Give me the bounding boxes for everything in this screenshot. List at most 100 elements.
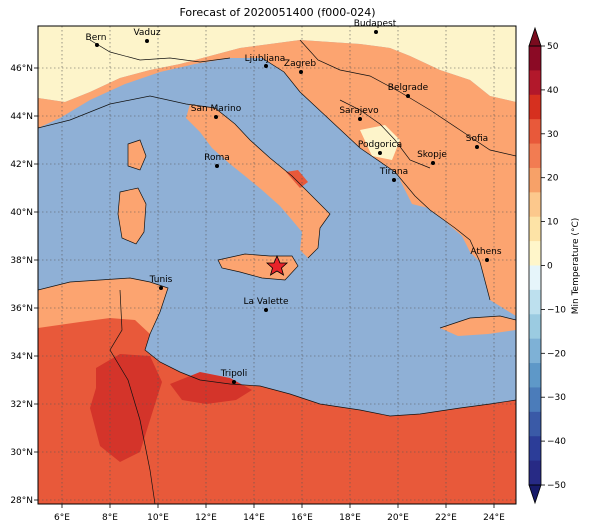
star-marker-icon (265, 254, 289, 276)
city-dot (299, 70, 303, 74)
colorbar-ticks: 50 40 30 20 10 0 −10 −20 −30 −40 −50 (541, 42, 566, 491)
city-label: Belgrade (388, 83, 429, 93)
y-tick-label: 40°N (10, 208, 33, 218)
y-tick-label: 32°N (10, 400, 33, 410)
city-label: Tripoli (220, 369, 248, 379)
x-tick-label: 6°E (54, 513, 70, 523)
city-dot (378, 151, 382, 155)
colorbar-band (529, 363, 541, 388)
colorbar-band (529, 192, 541, 218)
city-dot (485, 258, 489, 262)
x-tick-label: 10°E (147, 513, 169, 523)
colorbar-band (529, 314, 541, 340)
x-tick-label: 14°E (243, 513, 265, 523)
coastlines-borders (38, 39, 516, 504)
city-label: Athens (470, 247, 501, 257)
colorbar-tick-label: 30 (547, 130, 559, 140)
colorbar-tick-label: 40 (547, 86, 559, 96)
x-tick-label: 24°E (483, 513, 505, 523)
city-label: Zagreb (284, 59, 316, 69)
colorbar-band (529, 338, 541, 364)
city-dot (214, 115, 218, 119)
city-label: La Valette (244, 297, 289, 307)
y-tick-label: 44°N (10, 112, 33, 122)
city-dot (374, 30, 378, 34)
city-dot (475, 145, 479, 149)
colorbar-tick-label: −50 (547, 481, 566, 491)
colorbar-band (529, 46, 541, 71)
x-tick-label: 12°E (195, 513, 217, 523)
crete-land (440, 316, 516, 336)
x-tick-label: 16°E (291, 513, 313, 523)
city-label: San Marino (191, 104, 242, 114)
x-tick-label: 8°E (102, 513, 118, 523)
colorbar-band (529, 216, 541, 242)
colorbar-band (529, 265, 541, 291)
colorbar-tick-label: −40 (547, 437, 566, 447)
city-dot (159, 286, 163, 290)
colorbar-band (529, 167, 541, 193)
city-label: Sarajevo (339, 106, 379, 116)
city-label: Podgorica (358, 140, 402, 150)
tunisia-hotter-pocket (90, 354, 162, 462)
italy-warm-coast (286, 170, 308, 188)
map-frame (37, 25, 517, 505)
north-africa-hot (38, 318, 516, 504)
colorbar-tick-label: −20 (547, 349, 566, 359)
city-dot (392, 178, 396, 182)
city-markers (95, 30, 489, 384)
city-label: Budapest (354, 19, 397, 29)
colorbar-tick-label: −30 (547, 393, 566, 403)
colorbar-tick-label: −10 (547, 305, 566, 315)
colorbar-band (529, 94, 541, 120)
north-cool-zone (38, 26, 516, 102)
colorbar-band (529, 70, 541, 96)
sardinia-land (118, 188, 146, 244)
colorbar-band (529, 289, 541, 315)
colorbar-band (529, 436, 541, 462)
y-tick-label: 34°N (10, 352, 33, 362)
y-tick-label: 30°N (10, 448, 33, 458)
city-dot (406, 94, 410, 98)
colorbar-bottom-extension (528, 484, 542, 505)
y-tick-label: 28°N (10, 496, 33, 506)
colorbar-tick-label: 50 (547, 42, 559, 52)
colorbar-band (529, 119, 541, 145)
x-tick-label: 20°E (387, 513, 409, 523)
city-label: Ljubljana (245, 54, 286, 64)
north-warm-land (38, 40, 516, 316)
city-label: Vaduz (133, 28, 160, 38)
axis-ticks (34, 67, 495, 508)
colorbar-label: Min Temperature (°C) (571, 218, 581, 315)
greece-land (400, 170, 516, 300)
colorbar-bands (529, 46, 541, 486)
colorbar-band (529, 241, 541, 266)
city-label: Skopje (417, 150, 447, 160)
colorbar-tick-label: 0 (547, 262, 553, 272)
y-tick-label: 38°N (10, 256, 33, 266)
city-dot (215, 164, 219, 168)
city-label: Tirana (379, 167, 408, 177)
y-tick-label: 36°N (10, 304, 33, 314)
city-label: Sofia (466, 134, 488, 144)
city-label: Roma (204, 153, 230, 163)
colorbar (528, 26, 542, 505)
colorbar-tick-label: 10 (547, 218, 559, 228)
colorbar-band (529, 460, 541, 486)
colorbar-band (529, 387, 541, 413)
y-tick-label: 46°N (10, 64, 33, 74)
balkan-cool-pocket (360, 125, 400, 160)
city-dot (264, 64, 268, 68)
city-dot (431, 161, 435, 165)
x-tick-label: 22°E (435, 513, 457, 523)
corsica-land (128, 140, 146, 170)
colorbar-top-extension (528, 26, 542, 47)
city-dot (264, 308, 268, 312)
city-dot (232, 380, 236, 384)
city-dot (145, 39, 149, 43)
colorbar-tick-label: 20 (547, 174, 559, 184)
y-tick-label: 42°N (10, 160, 33, 170)
city-label: Bern (86, 33, 107, 43)
colorbar-band (529, 411, 541, 437)
